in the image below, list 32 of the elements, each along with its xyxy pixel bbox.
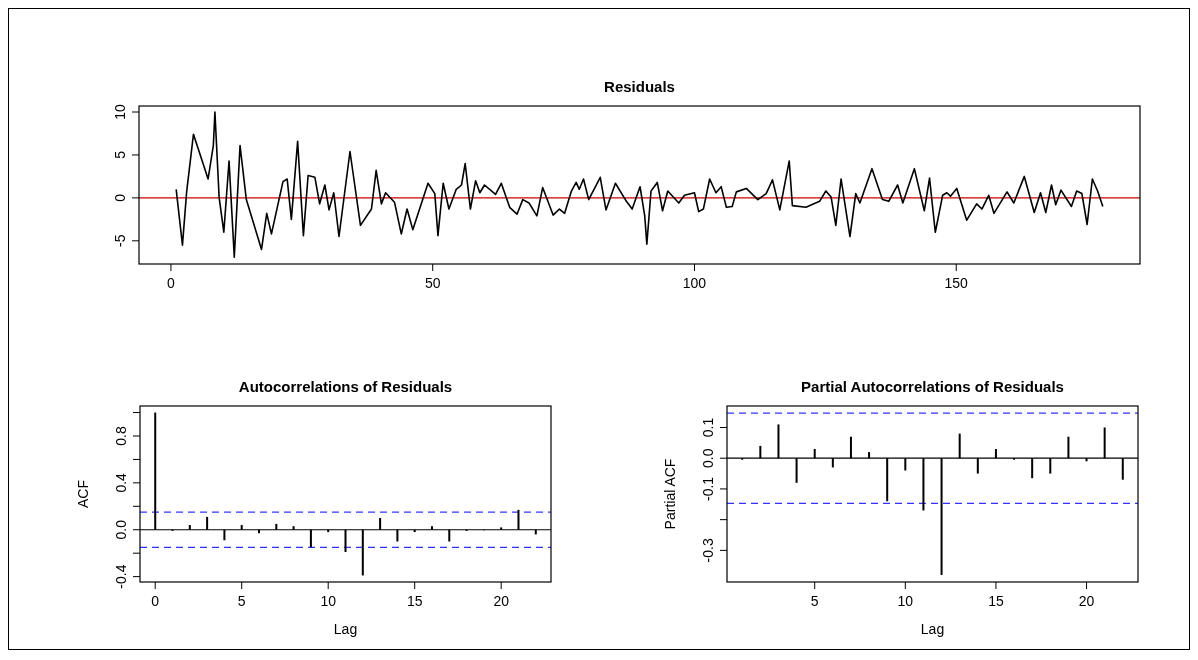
x-axis-title: Lag	[333, 621, 358, 637]
y-tick-label: 0.0	[113, 519, 129, 540]
y-axis-title: Partial ACF	[662, 458, 678, 530]
x-tick-label: 15	[406, 593, 423, 609]
x-tick-label: 10	[320, 593, 337, 609]
y-tick-label: 0.0	[700, 448, 716, 468]
x-tick-label: 0	[167, 275, 176, 291]
x-tick-label: 5	[810, 593, 819, 609]
x-tick-label: 10	[897, 593, 914, 609]
y-tick-label: -0.4	[113, 564, 129, 589]
y-tick-label: 10	[112, 104, 128, 120]
x-tick-label: 20	[1078, 593, 1095, 609]
chart-title: Partial Autocorrelations of Residuals	[801, 378, 1064, 395]
y-tick-label: 5	[112, 150, 128, 159]
y-tick-label: 0.8	[113, 426, 129, 446]
x-tick-label: 20	[493, 593, 510, 609]
y-tick-label: 0.1	[700, 417, 716, 438]
chart-title: Autocorrelations of Residuals	[238, 378, 453, 395]
chart-title: Residuals	[604, 78, 675, 95]
x-axis-title: Lag	[920, 621, 945, 637]
x-tick-label: 150	[944, 275, 969, 291]
y-axis-title: ACF	[75, 480, 91, 508]
x-tick-label: 15	[988, 593, 1004, 609]
y-tick-label: -5	[112, 234, 128, 248]
x-tick-label: 0	[151, 593, 160, 609]
x-tick-label: 5	[237, 593, 246, 609]
y-tick-label: -0.1	[700, 476, 716, 501]
y-tick-label: -0.3	[700, 538, 716, 563]
x-tick-label: 100	[682, 275, 707, 291]
x-tick-label: 50	[424, 275, 441, 291]
y-tick-label: 0	[112, 193, 128, 202]
y-tick-label: 0.4	[113, 472, 129, 493]
